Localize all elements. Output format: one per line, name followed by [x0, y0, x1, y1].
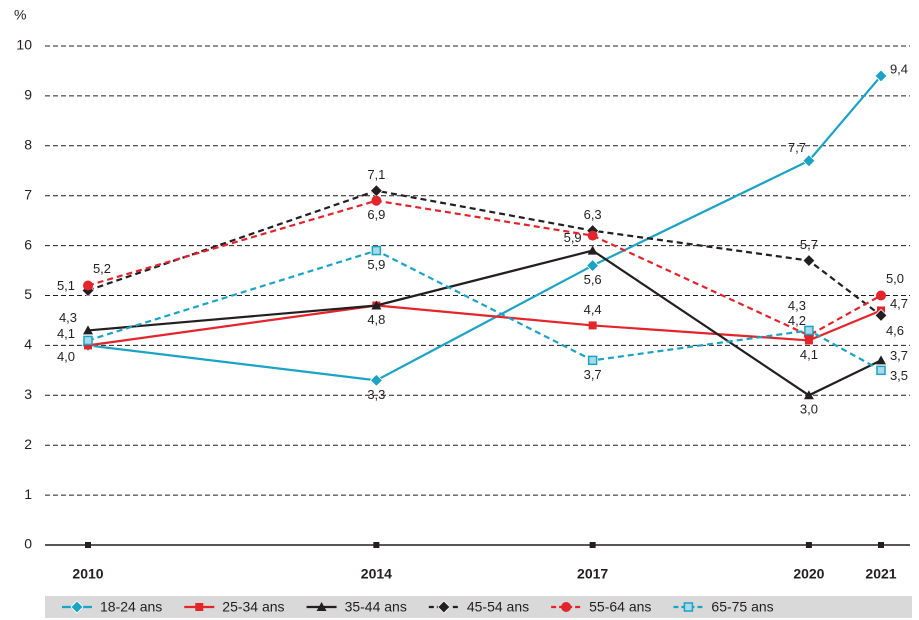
legend-marker: [437, 600, 451, 614]
marker: [804, 325, 814, 336]
x-tick-label: 2014: [361, 566, 392, 582]
marker: [83, 325, 93, 335]
series: [81, 69, 888, 387]
data-label: 3,7: [890, 348, 908, 363]
series-line: [87, 75, 882, 382]
marker: [371, 300, 382, 310]
marker: [371, 195, 382, 206]
y-tick-label: 1: [24, 486, 32, 502]
y-tick-label: 7: [24, 186, 32, 202]
series: [81, 184, 888, 323]
data-label: 4,1: [800, 347, 818, 362]
x-tick-label: 2020: [793, 566, 824, 582]
x-tick-mark: [805, 542, 812, 548]
marker: [876, 365, 886, 376]
marker: [876, 290, 886, 301]
legend-label: 25-34 ans: [222, 599, 284, 615]
data-label: 4,3: [788, 298, 806, 313]
data-label: 5,1: [57, 278, 75, 293]
series-line: [87, 199, 882, 337]
data-label: 3,7: [584, 367, 602, 382]
x-tick-mark: [589, 542, 596, 548]
legend-marker: [561, 602, 572, 612]
data-label: 3,0: [800, 402, 818, 417]
data-label: 4,2: [788, 313, 806, 328]
marker: [84, 341, 92, 350]
data-label: 4,7: [890, 296, 908, 311]
legend-label: 65-75 ans: [711, 599, 773, 615]
y-tick-label: 10: [16, 37, 32, 53]
marker: [83, 335, 93, 346]
x-tick-label: 2021: [865, 566, 896, 582]
data-label: 3,3: [367, 387, 385, 402]
series-line: [87, 189, 882, 317]
series-line: [87, 304, 882, 347]
data-label: 4,3: [59, 310, 77, 325]
data-label: 4,0: [57, 349, 75, 364]
data-label: 3,5: [890, 368, 908, 383]
x-tick-mark: [85, 542, 91, 548]
y-tick-label: 4: [24, 336, 32, 352]
data-label: 9,4: [890, 61, 908, 76]
marker: [874, 308, 888, 323]
marker: [369, 184, 383, 198]
series: [83, 195, 886, 341]
data-label: 4,4: [584, 302, 602, 317]
data-label: 6,9: [367, 207, 385, 222]
legend-label: 55-64 ans: [589, 599, 651, 615]
legend-marker: [195, 603, 204, 611]
series: [83, 245, 886, 400]
y-tick-label: 0: [24, 536, 32, 552]
data-label: 5,6: [584, 272, 602, 287]
marker: [588, 321, 597, 330]
y-tick-label: 8: [24, 137, 32, 153]
marker: [587, 230, 598, 241]
data-label: 7,1: [367, 167, 385, 182]
marker: [587, 355, 598, 366]
data-label: 4,1: [57, 326, 75, 341]
marker: [369, 373, 383, 387]
y-axis-label: %: [14, 7, 26, 23]
marker: [371, 245, 382, 256]
legend-label: 45-54 ans: [467, 599, 529, 615]
data-label: 5,9: [367, 257, 385, 272]
series: [83, 245, 886, 376]
marker: [802, 154, 816, 168]
marker: [802, 254, 816, 268]
data-label: 6,3: [584, 207, 602, 222]
legend-label: 35-44 ans: [345, 599, 407, 615]
data-label: 7,7: [788, 140, 806, 155]
legend-label: 18-24 ans: [100, 599, 162, 615]
legend-marker: [683, 602, 694, 612]
x-tick-mark: [373, 542, 380, 548]
y-tick-label: 5: [24, 286, 32, 302]
data-label: 5,2: [93, 261, 111, 276]
marker: [876, 355, 886, 365]
x-tick-mark: [878, 542, 884, 548]
marker: [83, 280, 93, 291]
marker: [586, 258, 600, 273]
x-tick-label: 2010: [72, 566, 103, 582]
legend-marker: [316, 602, 327, 611]
marker: [874, 69, 888, 83]
marker: [803, 390, 814, 400]
marker: [587, 245, 598, 255]
y-tick-label: 2: [24, 436, 32, 452]
series-line: [87, 249, 882, 372]
series: [84, 301, 885, 350]
legend-marker: [70, 600, 84, 614]
data-label: 4,6: [886, 323, 904, 338]
x-tick-label: 2017: [577, 566, 608, 582]
data-label: 5,0: [886, 271, 904, 286]
data-label: 5,7: [800, 237, 818, 252]
legend-background: [45, 596, 912, 618]
y-tick-label: 6: [24, 236, 32, 252]
data-label: 4,8: [367, 312, 385, 327]
y-tick-label: 3: [24, 386, 32, 402]
y-tick-label: 9: [24, 87, 32, 103]
